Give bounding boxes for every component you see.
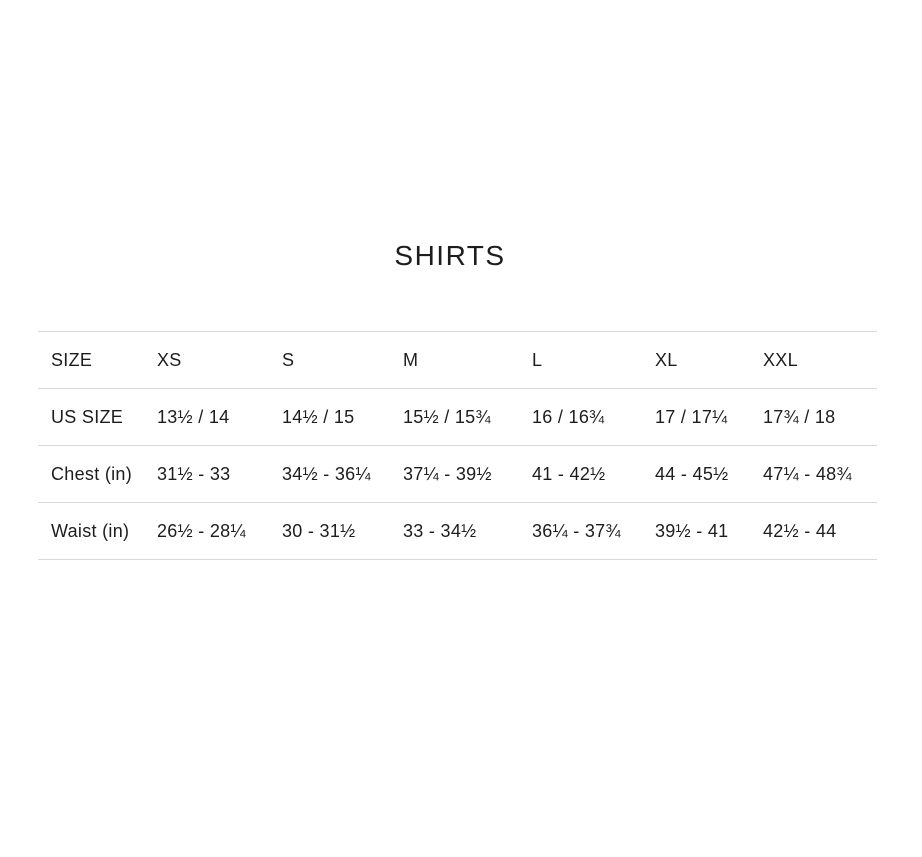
column-header-xl: XL bbox=[655, 331, 763, 389]
cell-us-size-m: 15½ / 15¾ bbox=[403, 388, 532, 446]
cell-us-size-xs: 13½ / 14 bbox=[157, 388, 282, 446]
cell-chest-xs: 31½ - 33 bbox=[157, 445, 282, 503]
cell-waist-m: 33 - 34½ bbox=[403, 502, 532, 560]
row-label-waist: Waist (in) bbox=[38, 502, 157, 560]
row-label-us-size: US SIZE bbox=[38, 388, 157, 446]
cell-chest-m: 37¼ - 39½ bbox=[403, 445, 532, 503]
cell-chest-l: 41 - 42½ bbox=[532, 445, 655, 503]
cell-waist-s: 30 - 31½ bbox=[282, 502, 403, 560]
cell-chest-s: 34½ - 36¼ bbox=[282, 445, 403, 503]
page-title: SHIRTS bbox=[394, 240, 506, 271]
cell-waist-xs: 26½ - 28¼ bbox=[157, 502, 282, 560]
shirts-size-table: SIZE XS S M L XL XXL US SIZE 13½ / 14 14… bbox=[38, 331, 877, 560]
table-row-waist: Waist (in) 26½ - 28¼ 30 - 31½ 33 - 34½ 3… bbox=[38, 502, 877, 560]
row-label-chest: Chest (in) bbox=[38, 445, 157, 503]
cell-waist-xl: 39½ - 41 bbox=[655, 502, 763, 560]
cell-waist-xxl: 42½ - 44 bbox=[763, 502, 877, 560]
cell-chest-xl: 44 - 45½ bbox=[655, 445, 763, 503]
cell-us-size-xxl: 17¾ / 18 bbox=[763, 388, 877, 446]
table-header-row: SIZE XS S M L XL XXL bbox=[38, 331, 877, 389]
cell-chest-xxl: 47¼ - 48¾ bbox=[763, 445, 877, 503]
column-header-m: M bbox=[403, 331, 532, 389]
column-header-s: S bbox=[282, 331, 403, 389]
column-header-size: SIZE bbox=[38, 331, 157, 389]
cell-us-size-l: 16 / 16¾ bbox=[532, 388, 655, 446]
column-header-xs: XS bbox=[157, 331, 282, 389]
column-header-l: L bbox=[532, 331, 655, 389]
cell-us-size-xl: 17 / 17¼ bbox=[655, 388, 763, 446]
table-row-us-size: US SIZE 13½ / 14 14½ / 15 15½ / 15¾ 16 /… bbox=[38, 388, 877, 446]
cell-us-size-s: 14½ / 15 bbox=[282, 388, 403, 446]
column-header-xxl: XXL bbox=[763, 331, 877, 389]
cell-waist-l: 36¼ - 37¾ bbox=[532, 502, 655, 560]
table-row-chest: Chest (in) 31½ - 33 34½ - 36¼ 37¼ - 39½ … bbox=[38, 445, 877, 503]
